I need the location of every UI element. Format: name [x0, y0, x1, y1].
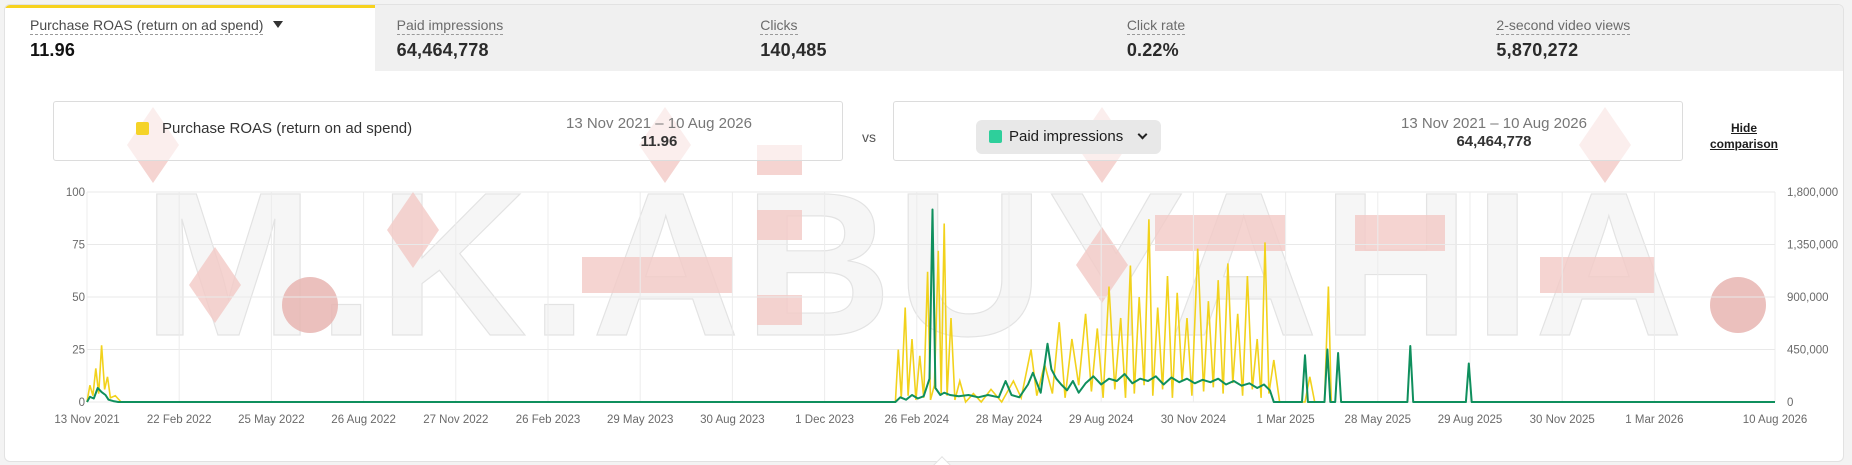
- tab-value: 64,464,778: [396, 40, 489, 60]
- y-right-tick-label: 1,350,000: [1787, 240, 1838, 252]
- x-tick-label: 1 Mar 2026: [1625, 414, 1683, 426]
- secondary-date-range: 13 Nov 2021 – 10 Aug 2026: [1401, 115, 1587, 132]
- x-tick-label: 26 Feb 2023: [516, 414, 581, 426]
- x-tick-label: 1 Dec 2023: [795, 414, 854, 426]
- y-right-tick-label: 0: [1787, 397, 1793, 409]
- x-tick-label: 10 Aug 2026: [1743, 414, 1808, 426]
- comparison-metric-dropdown[interactable]: Paid impressions: [976, 120, 1161, 154]
- series-line-impressions: [86, 208, 1775, 403]
- primary-legend-swatch: [136, 122, 149, 135]
- watermark-bar: [1540, 257, 1655, 293]
- chevron-down-icon: [1137, 129, 1148, 140]
- x-tick-label: 26 Feb 2024: [885, 414, 950, 426]
- tab-label: Clicks: [760, 17, 798, 35]
- y-left-tick-label: 50: [72, 292, 85, 304]
- tab-label: Paid impressions: [396, 17, 504, 35]
- insights-panel: Purchase ROAS (return on ad spend) 11.96…: [4, 4, 1844, 462]
- caret-down-icon[interactable]: [273, 21, 284, 28]
- y-right-tick-label: 450,000: [1787, 345, 1829, 357]
- chart-axes: 0 25 50 75 100 0 450,000 900,000 1,350,000 1,800,…: [54, 187, 1838, 426]
- primary-date-range: 13 Nov 2021 – 10 Aug 2026: [566, 115, 752, 132]
- y-left-tick-label: 75: [72, 240, 85, 252]
- tab-label: 2-second video views: [1496, 17, 1631, 35]
- watermark-bar: [757, 295, 802, 325]
- watermark-bar: [1355, 215, 1445, 251]
- x-tick-label: 1 Mar 2025: [1257, 414, 1315, 426]
- tab-paid-impressions[interactable]: Paid impressions 64,464,778: [374, 5, 743, 71]
- metric-tabs: Purchase ROAS (return on ad spend) 11.96…: [5, 5, 1843, 71]
- tab-value: 0.22%: [1126, 40, 1179, 60]
- chart-series: [86, 208, 1775, 404]
- hide-comparison-line1: Hide: [1730, 121, 1757, 135]
- secondary-metric-value: 64,464,778: [1456, 133, 1532, 150]
- y-left-tick-label: 0: [79, 397, 85, 409]
- tab-label: Click rate: [1126, 17, 1186, 35]
- secondary-legend-swatch: [989, 130, 1002, 143]
- vs-label: vs: [862, 129, 876, 145]
- watermark-text: M.K.ABUYAHIA: [143, 150, 1687, 379]
- watermark-dot: [1710, 277, 1766, 333]
- x-tick-label: 30 Nov 2025: [1530, 414, 1595, 426]
- hide-comparison-line2: comparison: [1709, 137, 1778, 151]
- x-tick-label: 13 Nov 2021: [54, 414, 119, 426]
- x-tick-label: 28 May 2025: [1345, 414, 1412, 426]
- x-tick-label: 28 May 2024: [976, 414, 1043, 426]
- x-tick-label: 26 Aug 2022: [331, 414, 396, 426]
- watermark-bar: [582, 257, 732, 293]
- x-tick-label: 25 May 2022: [238, 414, 305, 426]
- x-tick-label: 22 Feb 2022: [147, 414, 212, 426]
- tab-value: 140,485: [760, 40, 827, 60]
- x-tick-label: 29 May 2023: [607, 414, 674, 426]
- tab-value: 5,870,272: [1496, 40, 1579, 60]
- primary-metric-label: Purchase ROAS (return on ad spend): [162, 120, 413, 137]
- active-tab-indicator: [5, 5, 375, 8]
- tab-video-views[interactable]: 2-second video views 5,870,272: [1477, 5, 1843, 71]
- x-tick-label: 29 Aug 2024: [1069, 414, 1134, 426]
- watermark-diamond: [387, 192, 439, 268]
- secondary-metric-label: Paid impressions: [1009, 128, 1124, 145]
- y-right-tick-label: 1,800,000: [1787, 187, 1838, 199]
- hide-comparison-link[interactable]: Hide comparison: [1699, 120, 1789, 152]
- primary-metric-value: 11.96: [640, 133, 678, 150]
- y-left-tick-label: 25: [72, 345, 85, 357]
- tab-click-rate[interactable]: Click rate 0.22%: [1109, 5, 1478, 71]
- tab-label: Purchase ROAS (return on ad spend): [30, 17, 264, 35]
- x-tick-label: 29 Aug 2025: [1438, 414, 1503, 426]
- x-tick-label: 30 Nov 2024: [1161, 414, 1227, 426]
- x-tick-label: 30 Aug 2023: [700, 414, 765, 426]
- watermark-dot: [282, 277, 338, 333]
- y-right-tick-label: 900,000: [1787, 292, 1829, 304]
- watermark-bar: [757, 210, 802, 240]
- x-tick-label: 27 Nov 2022: [423, 414, 488, 426]
- primary-metric-box: Purchase ROAS (return on ad spend) 13 No…: [53, 101, 843, 161]
- chart: M.K.ABUYAHIA 0 25 50 75 100 0 450,000 900,000 1,…: [54, 107, 1838, 426]
- tab-purchase-roas[interactable]: Purchase ROAS (return on ad spend) 11.96: [5, 5, 375, 71]
- tab-value: 11.96: [30, 40, 76, 60]
- watermark-diamond: [1076, 227, 1128, 303]
- series-line-roas: [86, 219, 1333, 404]
- tab-clicks[interactable]: Clicks 140,485: [742, 5, 1110, 71]
- watermark: M.K.ABUYAHIA: [127, 107, 1766, 380]
- watermark-diamond: [189, 247, 241, 323]
- y-left-tick-label: 100: [66, 187, 85, 199]
